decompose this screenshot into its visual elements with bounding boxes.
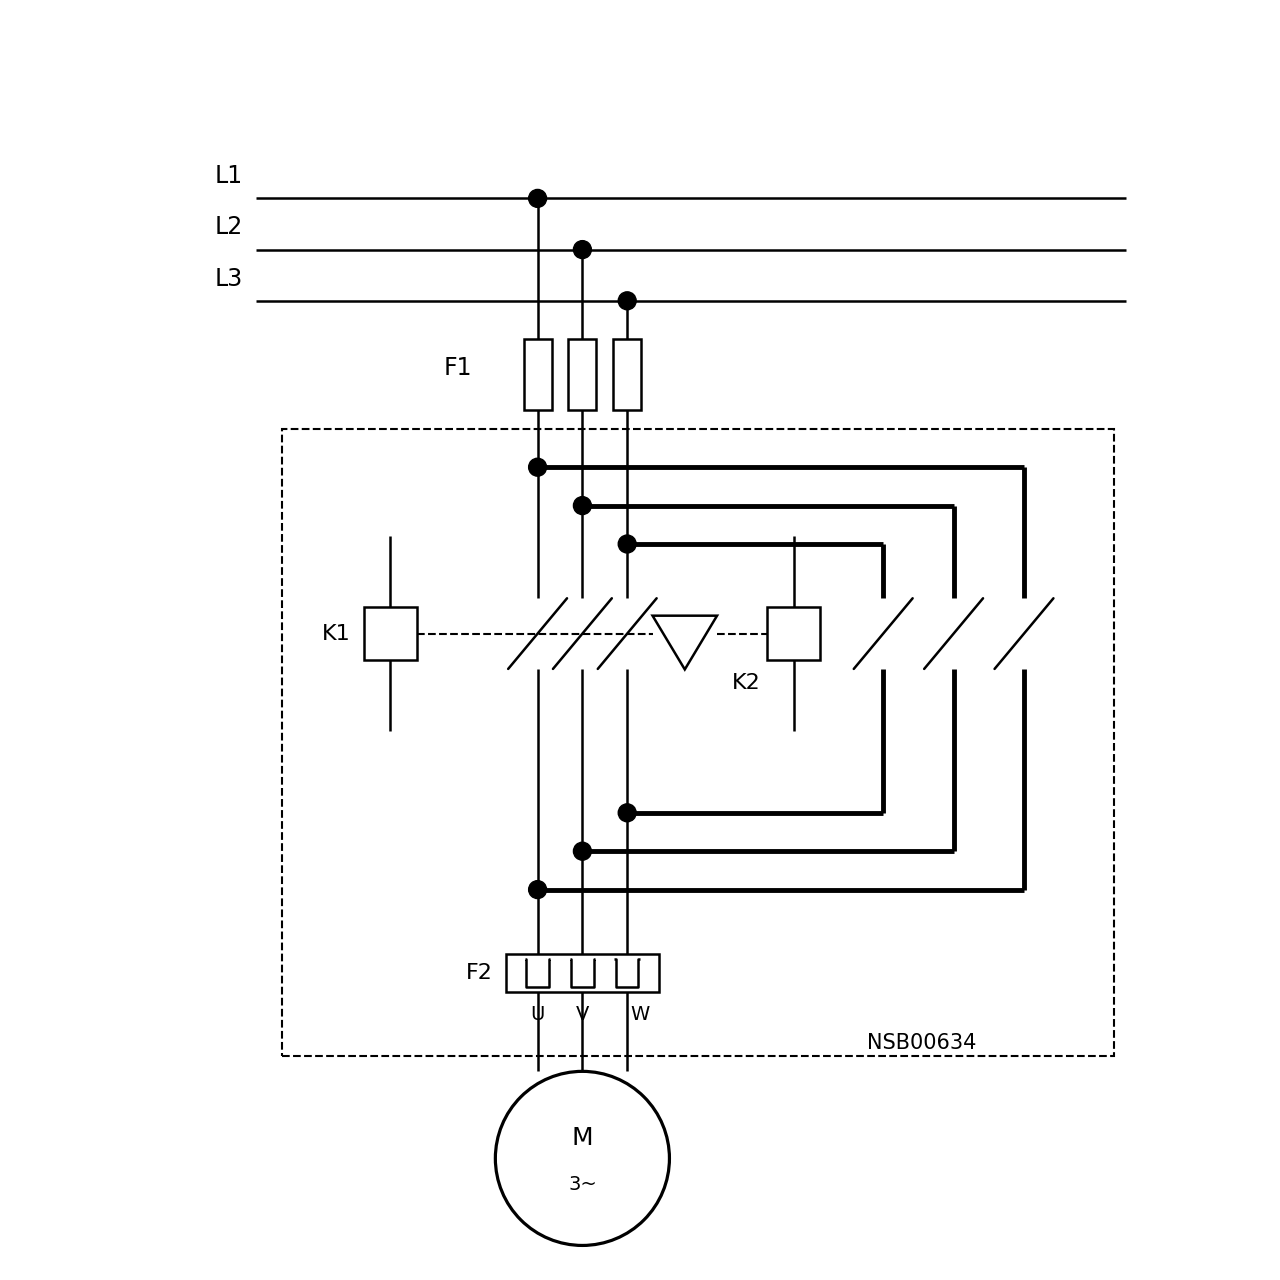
Circle shape bbox=[618, 535, 636, 553]
Bar bbox=[364, 607, 417, 660]
Circle shape bbox=[573, 241, 591, 259]
Text: V: V bbox=[576, 1005, 589, 1024]
Bar bbox=[568, 339, 596, 410]
Text: W: W bbox=[630, 1005, 650, 1024]
Text: U: U bbox=[530, 1005, 545, 1024]
Text: NSB00634: NSB00634 bbox=[867, 1033, 977, 1053]
Text: M: M bbox=[572, 1126, 593, 1149]
Bar bbox=[767, 607, 820, 660]
Text: F2: F2 bbox=[466, 963, 493, 983]
Bar bbox=[613, 339, 641, 410]
Circle shape bbox=[573, 842, 591, 860]
Text: 3~: 3~ bbox=[568, 1175, 596, 1193]
Circle shape bbox=[529, 881, 547, 899]
Text: K1: K1 bbox=[323, 623, 351, 644]
Text: L3: L3 bbox=[215, 266, 243, 291]
Text: K2: K2 bbox=[732, 673, 760, 694]
Bar bbox=[506, 954, 659, 992]
Text: L1: L1 bbox=[215, 164, 243, 188]
Circle shape bbox=[529, 189, 547, 207]
Circle shape bbox=[618, 292, 636, 310]
Bar bbox=[524, 339, 552, 410]
Text: L2: L2 bbox=[215, 215, 243, 239]
Text: F1: F1 bbox=[444, 356, 472, 380]
Circle shape bbox=[618, 804, 636, 822]
Circle shape bbox=[529, 458, 547, 476]
Bar bbox=[282, 429, 1114, 1056]
Circle shape bbox=[573, 497, 591, 515]
